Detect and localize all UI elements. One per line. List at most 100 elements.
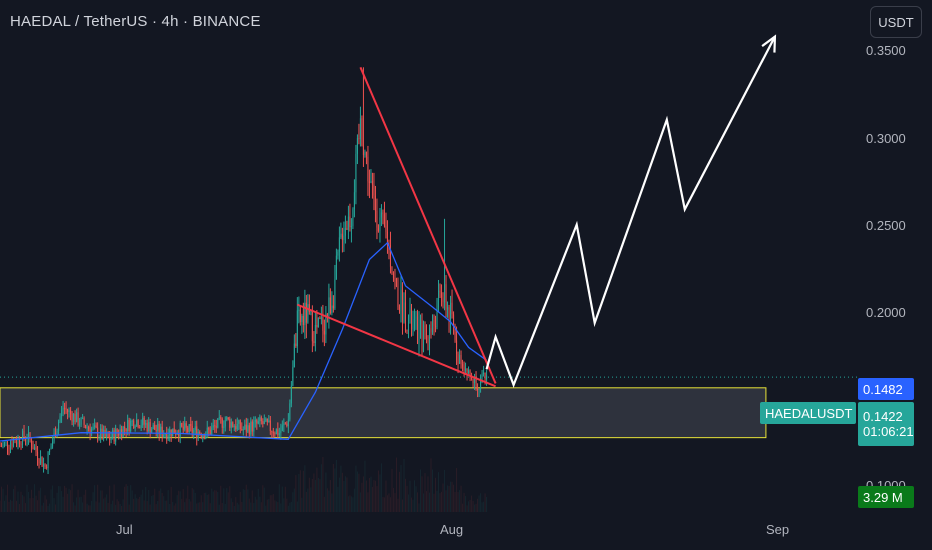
- volume-tag: 3.29 M: [858, 486, 914, 508]
- volume-bar: [302, 470, 304, 512]
- candle-body: [286, 423, 288, 427]
- candle-body: [127, 420, 129, 432]
- candle-body: [154, 425, 156, 430]
- volume-bar: [418, 503, 420, 512]
- volume-bar: [0, 500, 1, 512]
- candle-body: [215, 426, 217, 428]
- candle-body: [317, 317, 319, 328]
- candle-body: [347, 216, 349, 230]
- volume-bar: [268, 499, 270, 512]
- volume-bar: [209, 503, 211, 512]
- volume-bar: [49, 503, 51, 512]
- candle-body: [468, 370, 470, 374]
- candle-body: [260, 417, 262, 422]
- volume-bar: [343, 480, 345, 512]
- candle-body: [293, 343, 295, 368]
- volume-bar: [6, 484, 9, 512]
- candle-body: [235, 426, 237, 430]
- volume-bar: [311, 478, 313, 512]
- candle-body: [480, 377, 482, 390]
- candle-body: [196, 426, 198, 439]
- volume-bar: [2, 488, 4, 512]
- candle-body: [419, 319, 422, 325]
- volume-bar: [233, 505, 235, 512]
- candle-body: [316, 324, 318, 328]
- candle-body: [247, 425, 249, 432]
- volume-bar: [205, 492, 207, 512]
- candle-body: [466, 368, 468, 374]
- volume-bar: [161, 493, 163, 512]
- candle-body: [83, 418, 85, 426]
- volume-bar: [97, 484, 99, 512]
- volume-bar: [208, 494, 210, 512]
- candle-body: [85, 425, 87, 429]
- candle-body: [224, 420, 226, 427]
- volume-bar: [394, 493, 396, 512]
- volume-bar: [215, 490, 217, 512]
- candle-body: [262, 421, 264, 424]
- volume-bar: [145, 486, 147, 512]
- volume-bar: [337, 486, 339, 512]
- volume-bar: [295, 475, 297, 512]
- candle-body: [244, 424, 246, 430]
- volume-bar: [218, 504, 220, 512]
- volume-bar: [229, 486, 231, 512]
- volume-bar: [250, 502, 252, 512]
- candle-body: [278, 433, 280, 436]
- candle-body: [118, 433, 120, 436]
- volume-bar: [274, 500, 276, 512]
- volume-bar: [91, 500, 93, 512]
- candle-body: [263, 421, 265, 424]
- candle-body: [61, 409, 63, 417]
- volume-bar: [166, 500, 168, 512]
- candle-body: [187, 427, 189, 432]
- candle-body: [43, 463, 45, 467]
- volume-bar: [410, 497, 413, 512]
- candle-body: [355, 153, 357, 193]
- candle-body: [299, 309, 301, 323]
- volume-bar: [437, 472, 440, 512]
- volume-bar: [364, 460, 366, 512]
- volume-bar: [358, 473, 360, 512]
- candle-body: [361, 118, 363, 146]
- currency-button[interactable]: USDT: [870, 6, 922, 38]
- volume-bar: [314, 479, 316, 512]
- volume-bar: [386, 495, 388, 512]
- candle-body: [103, 429, 105, 439]
- candle-body: [95, 425, 97, 428]
- candle-body: [415, 316, 417, 320]
- candle-body: [172, 428, 174, 437]
- volume-bar: [136, 498, 138, 512]
- candle-body: [206, 427, 208, 436]
- volume-bar: [0, 486, 3, 512]
- candle-body: [226, 417, 228, 421]
- candle-body: [101, 428, 103, 439]
- candle-body: [239, 420, 241, 430]
- candle-body: [41, 456, 43, 467]
- volume-bar: [290, 501, 292, 512]
- volume-bar: [82, 502, 84, 512]
- volume-bar: [143, 500, 145, 512]
- candle-body: [139, 427, 141, 429]
- candle-body: [245, 424, 247, 432]
- volume-bar: [383, 497, 385, 512]
- candle-body: [308, 304, 310, 312]
- candle-body: [416, 316, 419, 344]
- candle-body: [301, 315, 303, 323]
- candle-body: [474, 376, 476, 384]
- candle-body: [106, 433, 108, 437]
- volume-bar: [453, 484, 455, 512]
- volume-bar: [308, 477, 310, 512]
- candle-body: [335, 255, 337, 280]
- candle-body: [157, 423, 159, 431]
- volume-bar: [170, 486, 172, 512]
- candle-body: [89, 428, 91, 434]
- volume-bar: [359, 492, 361, 512]
- candle-body: [427, 336, 429, 343]
- candle-body: [182, 426, 184, 430]
- volume-bar: [323, 496, 325, 512]
- volume-bar: [292, 492, 294, 512]
- volume-bar: [235, 497, 237, 512]
- volume-bar: [191, 488, 193, 512]
